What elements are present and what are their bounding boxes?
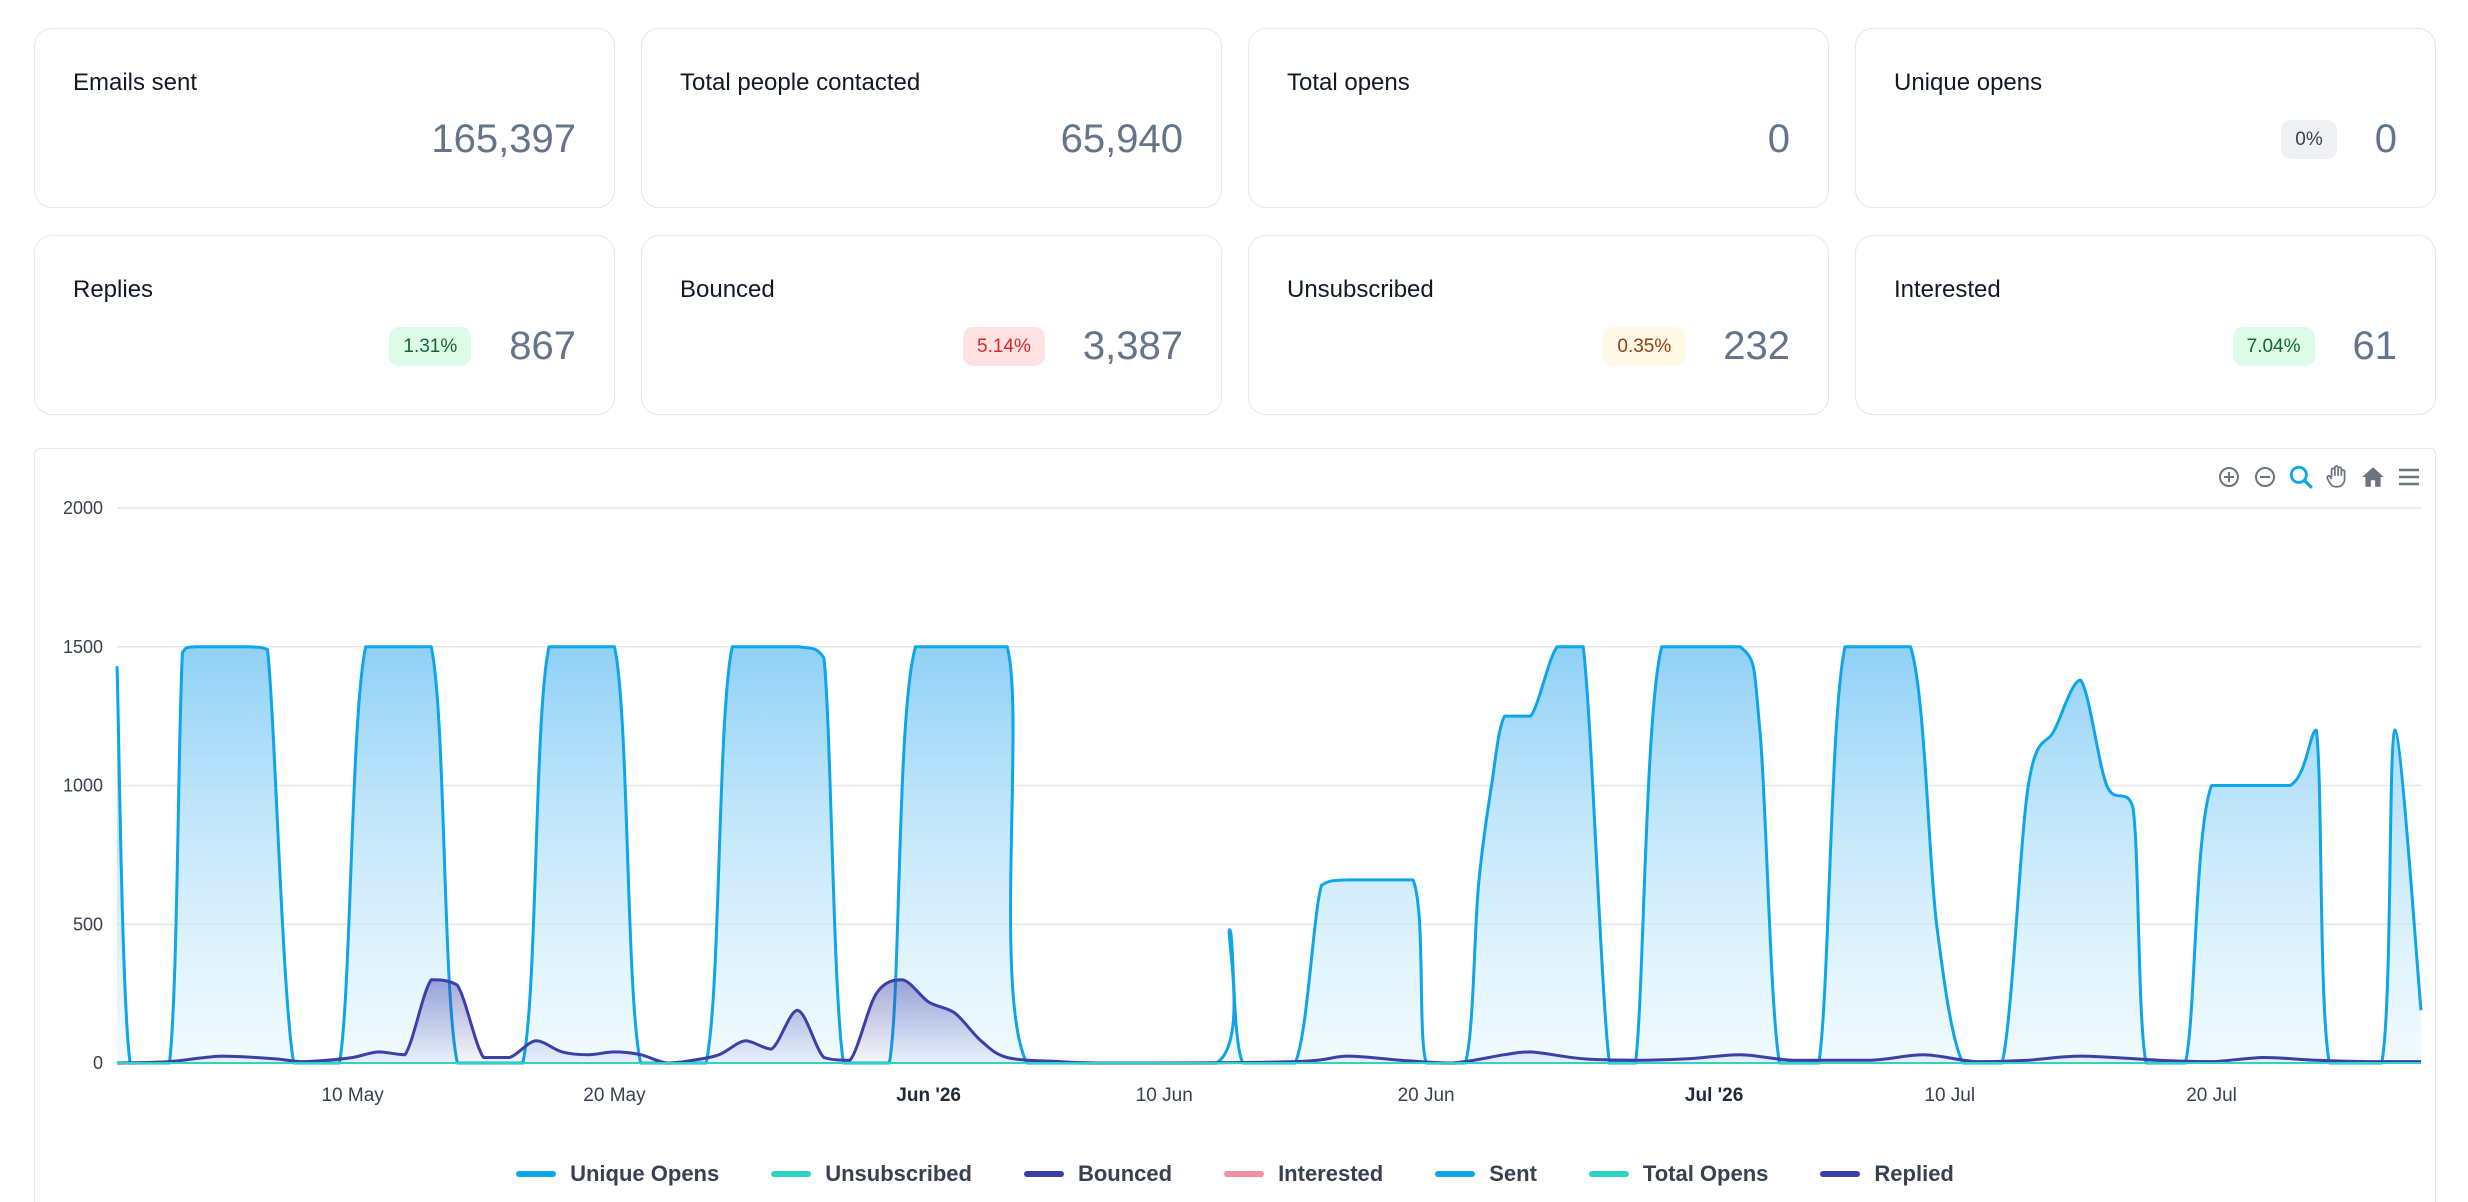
legend-marker — [1588, 1171, 1629, 1177]
legend-label: Total Opens — [1642, 1161, 1769, 1186]
stat-card-bounced: Bounced 5.14% 3,387 — [641, 235, 1222, 415]
stat-card-total-opens: Total opens 0 — [1248, 28, 1829, 208]
percentage-badge: 7.04% — [2232, 326, 2315, 366]
y-tick-label: 2000 — [63, 498, 103, 518]
legend-item-unsubscribed[interactable]: Unsubscribed — [771, 1161, 972, 1187]
percentage-badge: 0.35% — [1603, 326, 1686, 366]
stat-value: 0 — [2374, 117, 2397, 161]
stat-value-row: 5.14% 3,387 — [963, 326, 1183, 366]
legend-marker — [1023, 1171, 1064, 1177]
stat-value-row: 0% 0 — [2281, 119, 2397, 159]
chart-legend: Unique Opens Unsubscribed Bounced Intereste… — [35, 1161, 2435, 1187]
stat-title: Unique opens — [1894, 69, 2043, 96]
legend-label: Replied — [1874, 1161, 1954, 1186]
x-tick-label: 10 Jun — [1136, 1085, 1193, 1106]
stat-card-unsubscribed: Unsubscribed 0.35% 232 — [1248, 235, 1829, 415]
stat-value: 61 — [2352, 324, 2398, 368]
stat-title: Unsubscribed — [1287, 276, 1434, 303]
stat-value: 232 — [1723, 324, 1790, 368]
zoom-selection-icon[interactable] — [2287, 463, 2315, 491]
menu-icon[interactable] — [2395, 463, 2423, 491]
sent-series-line — [115, 645, 2423, 1065]
stat-value-row: 65,940 — [1061, 119, 1183, 159]
percentage-badge: 5.14% — [963, 326, 1045, 366]
stat-value-row: 165,397 — [431, 119, 576, 159]
stat-card-replies: Replies 1.31% 867 — [34, 235, 615, 415]
x-tick-label: 20 May — [583, 1085, 646, 1106]
x-tick-label: 20 Jul — [2186, 1085, 2237, 1106]
y-tick-label: 1500 — [63, 637, 103, 657]
stat-card-unique-opens: Unique opens 0% 0 — [1855, 28, 2436, 208]
percentage-badge: 0% — [2281, 119, 2337, 159]
legend-marker — [771, 1171, 812, 1177]
legend-item-interested[interactable]: Interested — [1224, 1161, 1383, 1187]
stat-value-row: 1.31% 867 — [389, 326, 576, 366]
legend-label: Unsubscribed — [825, 1161, 972, 1186]
legend-marker — [1224, 1171, 1265, 1177]
chart-toolbar — [2215, 463, 2423, 491]
stat-value: 65,940 — [1060, 117, 1183, 161]
legend-label: Interested — [1278, 1161, 1384, 1186]
percentage-badge: 1.31% — [389, 326, 472, 366]
zoom-out-icon[interactable] — [2251, 463, 2279, 491]
stat-card-interested: Interested 7.04% 61 — [1855, 235, 2436, 415]
x-tick-label: Jul '26 — [1685, 1085, 1743, 1106]
stat-value: 867 — [509, 324, 576, 368]
stat-card-emails-sent: Emails sent 165,397 — [34, 28, 615, 208]
stat-card-total-people-contacted: Total people contacted 65,940 — [641, 28, 1222, 208]
stat-value-row: 7.04% 61 — [2232, 324, 2398, 368]
x-tick-label: 20 Jun — [1398, 1085, 1455, 1106]
stat-title: Interested — [1894, 276, 2001, 303]
stat-value-row: 0.35% 232 — [1603, 326, 1790, 366]
area-chart: 0 500 1000 1500 2000 10 May 20 May Jun '26 10 Ju… — [63, 498, 2423, 1106]
stat-value: 3,387 — [1082, 324, 1183, 368]
pan-hand-icon[interactable] — [2323, 463, 2351, 491]
legend-item-total-opens[interactable]: Total Opens — [1588, 1161, 1769, 1187]
stat-value: 0 — [1767, 117, 1790, 161]
legend-label: Bounced — [1077, 1161, 1173, 1186]
stat-title: Replies — [73, 276, 154, 303]
home-reset-icon[interactable] — [2359, 463, 2387, 491]
y-tick-label: 1000 — [63, 776, 103, 796]
legend-label: Unique Opens — [570, 1161, 720, 1186]
y-tick-label: 500 — [73, 914, 103, 934]
chart-panel: 0 500 1000 1500 2000 10 May 20 May Jun '26 10 Ju… — [34, 448, 2436, 1202]
legend-marker — [516, 1171, 557, 1177]
legend-item-sent[interactable]: Sent — [1435, 1161, 1537, 1187]
replied-series-line — [116, 978, 2421, 1065]
x-tick-label: Jun '26 — [896, 1085, 961, 1106]
stat-value: 165,397 — [431, 117, 576, 161]
y-tick-label: 0 — [93, 1053, 103, 1073]
zoom-in-icon[interactable] — [2215, 463, 2243, 491]
x-tick-label: 10 Jul — [1924, 1085, 1975, 1106]
x-tick-label: 10 May — [321, 1085, 384, 1106]
stat-title: Total people contacted — [680, 69, 921, 96]
stat-value-row: 0 — [1768, 119, 1790, 159]
stat-title: Total opens — [1287, 69, 1410, 96]
legend-item-bounced[interactable]: Bounced — [1023, 1161, 1173, 1187]
stat-title: Emails sent — [73, 69, 198, 96]
legend-item-replied[interactable]: Replied — [1820, 1161, 1954, 1187]
legend-marker — [1435, 1171, 1476, 1177]
stat-title: Bounced — [680, 276, 775, 303]
legend-marker — [1820, 1171, 1861, 1177]
legend-label: Sent — [1489, 1161, 1537, 1186]
legend-item-unique-opens[interactable]: Unique Opens — [516, 1161, 719, 1187]
sent-series-area — [117, 646, 2421, 1063]
